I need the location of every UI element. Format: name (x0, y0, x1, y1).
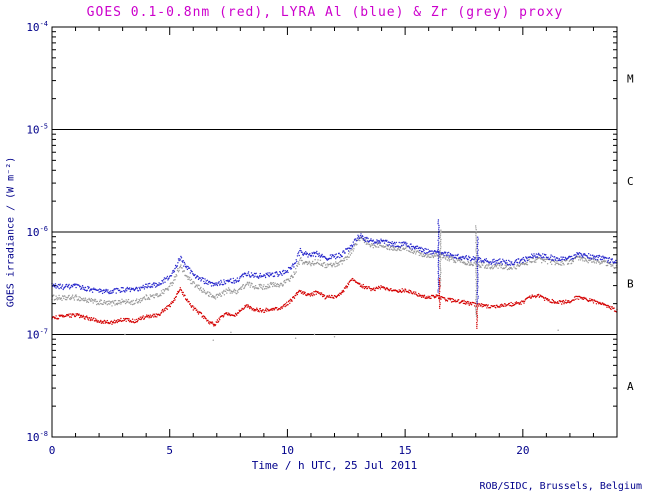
footer-credit: ROB/SIDC, Brussels, Belgium (479, 481, 642, 492)
series-lyra-zr-proxy (51, 236, 618, 307)
artefact-spikes (437, 219, 479, 329)
series-lyra-al-proxy (51, 233, 618, 295)
x-axis-label: Time / h UTC, 25 Jul 2011 (251, 459, 418, 472)
svg-text:B: B (627, 277, 634, 290)
svg-text:10-4: 10-4 (26, 20, 48, 34)
svg-text:10: 10 (281, 444, 294, 457)
chart-title: GOES 0.1-0.8nm (red), LYRA Al (blue) & Z… (86, 5, 564, 20)
svg-text:20: 20 (516, 444, 529, 457)
stray-dots (124, 329, 559, 341)
svg-text:M: M (627, 72, 634, 85)
svg-text:5: 5 (166, 444, 173, 457)
svg-text:A: A (627, 380, 634, 393)
svg-text:0: 0 (49, 444, 56, 457)
flare-boundary-lines (52, 129, 617, 335)
svg-text:10-7: 10-7 (26, 328, 48, 342)
y-axis-label: GOES irradiance / (W m⁻²) (5, 156, 17, 308)
plot-frame (51, 26, 618, 438)
axis-ticks (51, 26, 618, 438)
series-goes-0.1-0.8nm (51, 277, 618, 327)
x-axis-tick-labels: 0 5 10 15 20 (49, 444, 530, 457)
y-axis-tick-labels: 10-8 10-7 10-6 10-5 10-4 (26, 20, 48, 444)
flare-class-labels: M C B A (627, 72, 634, 393)
svg-text:10-6: 10-6 (26, 225, 48, 239)
svg-text:15: 15 (399, 444, 412, 457)
svg-text:C: C (627, 175, 634, 188)
svg-text:10-8: 10-8 (26, 430, 48, 444)
svg-text:10-5: 10-5 (26, 123, 48, 137)
